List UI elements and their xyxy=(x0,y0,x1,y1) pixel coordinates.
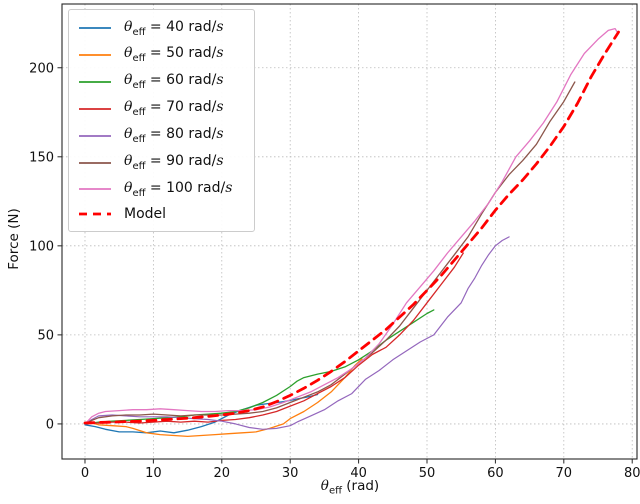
series-line-2 xyxy=(84,309,435,425)
series-line-7 xyxy=(83,30,620,425)
legend-item-5: θeff = 90 rad/s xyxy=(79,154,246,172)
x-tick-label: 0 xyxy=(81,466,89,481)
legend-label: Model xyxy=(124,206,167,223)
legend-line-sample xyxy=(79,81,111,83)
legend-item-2: θeff = 60 rad/s xyxy=(79,73,246,91)
legend-line-sample xyxy=(79,188,111,191)
x-tick-label: 20 xyxy=(214,466,231,481)
legend-label: θeff = 80 rad/s xyxy=(124,125,224,145)
legend-line-sample xyxy=(79,213,111,216)
y-tick-label: 50 xyxy=(37,328,54,343)
legend-label: θeff = 100 rad/s xyxy=(124,179,233,199)
y-tick-label: 200 xyxy=(29,61,54,76)
series-line-0 xyxy=(84,393,319,434)
legend-label: θeff = 60 rad/s xyxy=(124,72,224,91)
x-tick-label: 10 xyxy=(145,466,162,481)
y-tick-label: 100 xyxy=(29,239,54,254)
legend-item-3: θeff = 70 rad/s xyxy=(79,100,246,118)
x-tick-label: 80 xyxy=(624,466,640,481)
y-tick-label: 0 xyxy=(46,417,54,432)
series-line-3 xyxy=(84,252,464,425)
x-tick-label: 40 xyxy=(350,466,367,481)
legend-line-sample xyxy=(79,161,111,164)
legend-label: θeff = 50 rad/s xyxy=(124,45,224,65)
legend-item-4: θeff = 80 rad/s xyxy=(79,127,246,145)
legend-label: θeff = 70 rad/s xyxy=(124,99,224,118)
axes-frame xyxy=(61,3,638,460)
legend-item-6: θeff = 100 rad/s xyxy=(79,181,246,199)
legend-line-sample xyxy=(79,27,111,30)
series-line-1 xyxy=(84,358,363,438)
x-tick-label: 50 xyxy=(419,466,436,481)
x-tick-label: 30 xyxy=(282,466,299,481)
series-line-6 xyxy=(84,27,618,425)
legend-item-1: θeff = 50 rad/s xyxy=(79,46,246,64)
y-tick-label: 150 xyxy=(29,150,54,165)
legend: θeff = 40 rad/s θeff = 50 rad/s θeff = 60 … xyxy=(68,9,255,232)
legend-line-sample xyxy=(79,54,111,57)
x-tick-label: 70 xyxy=(556,466,573,481)
series-line-4 xyxy=(84,236,510,430)
legend-item-7: Model xyxy=(79,207,246,221)
legend-item-0: θeff = 40 rad/s xyxy=(79,20,246,38)
y-axis-label: Force (N) xyxy=(6,208,22,270)
x-tick-label: 60 xyxy=(487,466,504,481)
legend-label: θeff = 40 rad/s xyxy=(124,18,224,38)
legend-line-sample xyxy=(79,108,111,110)
x-axis-label: θeff (rad) xyxy=(320,478,380,497)
legend-line-sample xyxy=(79,134,111,137)
legend-label: θeff = 90 rad/s xyxy=(124,152,224,172)
